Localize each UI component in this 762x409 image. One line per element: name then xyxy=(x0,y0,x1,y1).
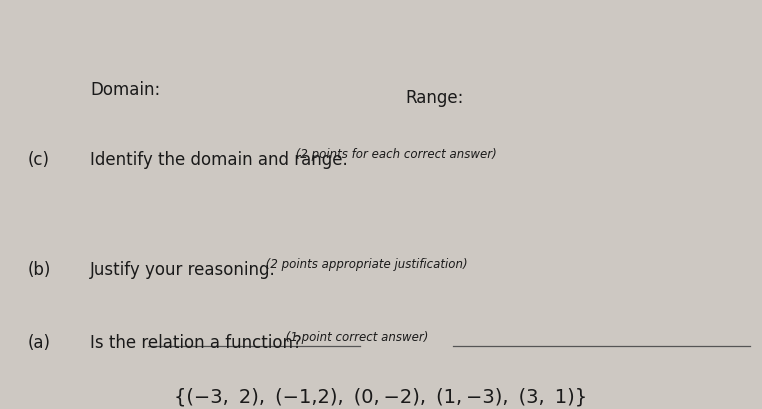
Text: {(−3,  2),  (−1,2),  (0, −2),  (1, −3),  (3,  1)}: {(−3, 2), (−1,2), (0, −2), (1, −3), (3, … xyxy=(174,387,588,406)
Text: (b): (b) xyxy=(28,261,51,279)
Text: Identify the domain and range.: Identify the domain and range. xyxy=(90,151,347,169)
Text: Range:: Range: xyxy=(405,89,463,107)
Text: (a): (a) xyxy=(28,334,51,352)
Text: Domain:: Domain: xyxy=(90,81,160,99)
Text: (c): (c) xyxy=(28,151,50,169)
Text: (2 points appropriate justification): (2 points appropriate justification) xyxy=(262,258,468,271)
Text: Is the relation a function?: Is the relation a function? xyxy=(90,334,302,352)
Text: (1 point correct answer): (1 point correct answer) xyxy=(282,331,428,344)
Text: Justify your reasoning.: Justify your reasoning. xyxy=(90,261,276,279)
Text: (2 points for each correct answer): (2 points for each correct answer) xyxy=(292,148,497,161)
